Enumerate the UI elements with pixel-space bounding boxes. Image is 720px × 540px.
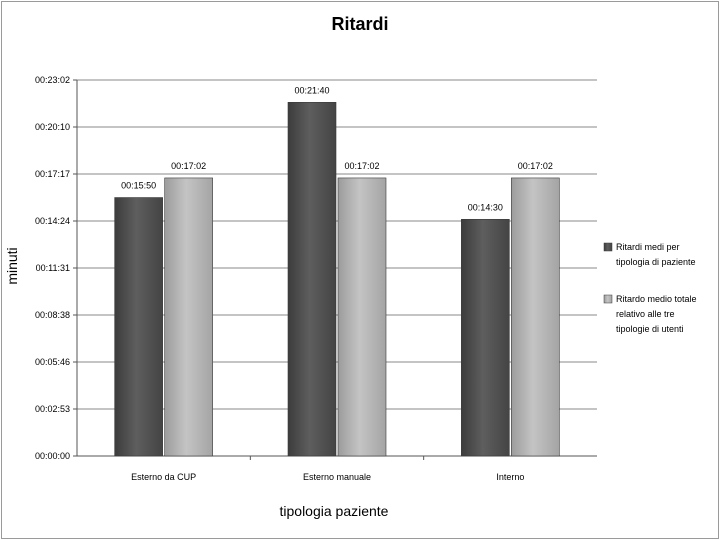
legend-swatch (603, 242, 613, 252)
legend-label: relativo alle tre (616, 309, 675, 319)
chart-title: Ritardi (331, 14, 388, 34)
bar (287, 102, 337, 457)
y-axis-title: minuti (4, 247, 20, 284)
y-tick-label: 00:02:53 (35, 404, 70, 414)
legend-swatch (603, 294, 613, 304)
bar (114, 197, 163, 457)
data-label: 00:17:02 (518, 161, 553, 171)
y-tick-label: 00:23:02 (35, 75, 70, 85)
legend-label: Ritardi medi per (616, 242, 680, 252)
data-label: 00:15:50 (121, 181, 156, 191)
y-tick-label: 00:05:46 (35, 357, 70, 367)
bar (511, 177, 560, 457)
bar (337, 177, 387, 457)
x-category-label: Esterno da CUP (131, 472, 196, 482)
data-label: 00:21:40 (294, 85, 329, 95)
bar (461, 218, 510, 457)
legend-label: tipologia di paziente (616, 257, 696, 267)
y-tick-label: 00:17:17 (35, 169, 70, 179)
bars (114, 102, 560, 457)
data-labels: 00:15:50 00:17:02 00:21:40 00:17:02 00:14:30… (121, 85, 553, 212)
legend-label: Ritardo medio totale (616, 294, 697, 304)
legend: Ritardi medi per tipologia di paziente Rit… (603, 242, 697, 334)
x-axis-title: tipologia paziente (280, 503, 389, 519)
y-tick-label: 00:20:10 (35, 122, 70, 132)
data-label: 00:17:02 (344, 161, 379, 171)
bar (164, 177, 213, 457)
legend-label: tipologie di utenti (616, 324, 684, 334)
y-tick-label: 00:11:31 (36, 263, 70, 273)
x-category-label: Interno (496, 472, 524, 482)
y-tick-label: 00:00:00 (35, 451, 70, 461)
x-category-label: Esterno manuale (303, 472, 371, 482)
data-label: 00:14:30 (468, 202, 503, 212)
axes: 00:00:00 00:02:53 00:05:46 00:08:38 00:11:31… (35, 75, 597, 482)
y-tick-label: 00:08:38 (35, 310, 70, 320)
data-label: 00:17:02 (171, 161, 206, 171)
y-tick-label: 00:14:24 (35, 216, 70, 226)
